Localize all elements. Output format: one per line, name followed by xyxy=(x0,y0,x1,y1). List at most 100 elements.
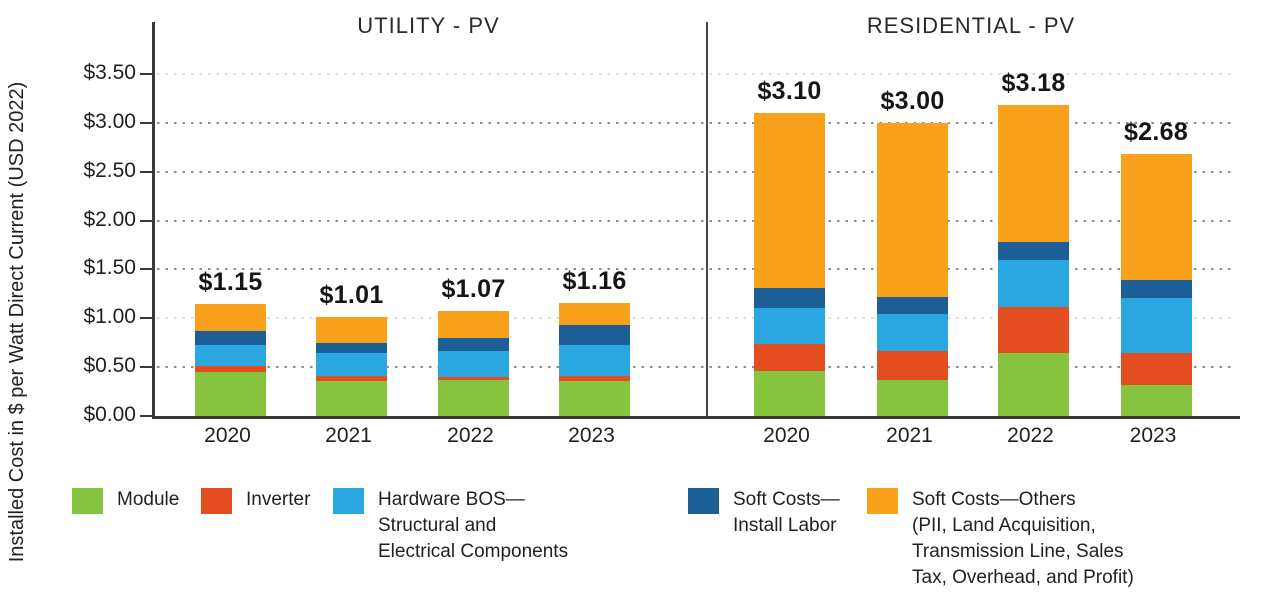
bar-segment-module xyxy=(998,352,1069,416)
legend-label-line: Module xyxy=(117,489,180,510)
bar-segment-soft_costs_others xyxy=(754,113,825,289)
x-tick-label-year: 2021 xyxy=(886,424,933,447)
bar-segment-hardware_bos xyxy=(1120,297,1192,353)
bar-segment-module xyxy=(559,380,630,416)
legend-label-hardware_bos: Hardware BOS— Structural and Electrical Co… xyxy=(378,487,568,565)
legend-swatch-soft_costs_others xyxy=(867,488,898,514)
bar-segment-hardware_bos xyxy=(559,344,630,376)
bar-segment-install_labor xyxy=(998,242,1069,260)
y-tick-mark xyxy=(140,73,152,76)
y-tick-label: $1.50 xyxy=(83,256,136,280)
bar-segment-module xyxy=(195,372,266,416)
x-tick-label-year: 2023 xyxy=(568,424,615,447)
bar-segment-install_labor xyxy=(754,288,825,308)
bar-segment-module xyxy=(1120,384,1192,416)
y-tick-label: $3.00 xyxy=(83,109,136,133)
y-tick-mark xyxy=(140,170,152,173)
bar-segment-inverter xyxy=(877,350,948,380)
bar-segment-inverter xyxy=(998,306,1069,353)
y-tick-label: $2.50 xyxy=(83,158,136,182)
bar-segment-module xyxy=(877,379,948,416)
bar-segment-inverter xyxy=(195,366,266,373)
bar-total-label: $3.10 xyxy=(757,77,822,106)
y-tick-mark xyxy=(140,268,152,271)
bar-segment-inverter xyxy=(1120,352,1192,385)
bar-segment-hardware_bos xyxy=(316,353,387,376)
panel-title-utility: UTILITY - PV xyxy=(357,13,500,38)
gridline xyxy=(157,268,1236,271)
y-tick-label: $0.00 xyxy=(83,403,136,426)
x-tick-label-year: 2020 xyxy=(763,424,810,447)
plot-area: $1.15 $1.01 $1.07 $1.16 $3.10 $3.00 $3.18 $2.68 xyxy=(152,22,1240,419)
x-tick-label-year: 2023 xyxy=(1129,424,1177,447)
bar-segment-hardware_bos xyxy=(998,259,1069,307)
legend-swatch-install_labor xyxy=(688,488,719,514)
gridline-faint xyxy=(157,73,1236,76)
legend-label-line: Transmission Line, Sales xyxy=(912,541,1124,562)
legend-label-line: Hardware BOS— xyxy=(378,489,525,510)
y-tick-mark xyxy=(140,366,152,369)
legend-label-line: Electrical Components xyxy=(378,541,569,562)
bar-segment-install_labor xyxy=(195,331,266,345)
y-axis-title: Installed Cost in $ per Watt Direct Curr… xyxy=(6,81,28,563)
bar-segment-hardware_bos xyxy=(195,344,266,367)
bar-total-label: $1.16 xyxy=(562,266,627,295)
bar-segment-soft_costs_others xyxy=(1120,154,1192,281)
bar-total-label: $2.68 xyxy=(1123,118,1189,147)
bar-segment-hardware_bos xyxy=(754,307,825,344)
bar-segment-hardware_bos xyxy=(877,314,948,351)
bar-segment-module xyxy=(438,379,509,416)
bar-segment-soft_costs_others xyxy=(998,105,1069,243)
x-tick-label-year: 2020 xyxy=(204,424,251,447)
bar-segment-inverter xyxy=(559,375,630,381)
legend-swatch-inverter xyxy=(201,488,232,514)
y-tick-mark xyxy=(140,219,152,222)
legend-label-line: Install Labor xyxy=(733,515,837,536)
bar-segment-install_labor xyxy=(438,337,509,351)
bar-segment-install_labor xyxy=(877,296,948,315)
bar-segment-inverter xyxy=(438,376,509,380)
y-tick-label: $1.00 xyxy=(83,305,136,329)
legend-label-soft_costs_others: Soft Costs—Others (PII, Land Acquisition,… xyxy=(912,487,1134,591)
x-tick-label-year: 2022 xyxy=(1007,424,1054,447)
gridline xyxy=(157,170,1236,173)
bar-segment-soft_costs_others xyxy=(438,311,509,338)
legend-label-line: Tax, Overhead, and Profit) xyxy=(912,567,1134,588)
y-tick-mark xyxy=(140,121,152,124)
panel-title-residential: RESIDENTIAL - PV xyxy=(866,13,1076,38)
bar-segment-inverter xyxy=(316,375,387,381)
bar-segment-soft_costs_others xyxy=(559,302,630,326)
legend-label-module: Module xyxy=(117,487,179,513)
bar-segment-inverter xyxy=(754,343,825,372)
bar-segment-install_labor xyxy=(1120,280,1192,298)
legend-swatch-hardware_bos xyxy=(333,488,364,514)
bar-total-label: $1.07 xyxy=(441,275,506,304)
y-tick-label: $2.00 xyxy=(83,207,136,231)
y-tick-mark xyxy=(140,317,152,320)
gridline-faint xyxy=(157,317,1236,320)
legend-label-line: (PII, Land Acquisition, xyxy=(912,515,1096,536)
bar-total-label: $3.18 xyxy=(1001,69,1066,98)
bar-segment-module xyxy=(316,380,387,416)
legend-label-inverter: Inverter xyxy=(246,487,310,513)
gridline xyxy=(157,121,1236,124)
bar-segment-module xyxy=(754,371,825,416)
panel-divider xyxy=(706,22,708,416)
legend-swatch-module xyxy=(72,488,103,514)
bar-segment-soft_costs_others xyxy=(195,303,266,332)
bar-segment-install_labor xyxy=(316,342,387,354)
x-tick-label-year: 2022 xyxy=(447,424,494,447)
bar-segment-install_labor xyxy=(559,325,630,345)
bar-segment-hardware_bos xyxy=(438,350,509,377)
bar-total-label: $1.01 xyxy=(319,281,384,310)
legend-label-install_labor: Soft Costs— Install Labor xyxy=(733,487,840,539)
x-tick-label-year: 2021 xyxy=(325,424,372,447)
legend-label-line: Soft Costs— xyxy=(733,489,840,510)
bar-segment-soft_costs_others xyxy=(316,317,387,343)
y-tick-label: $3.50 xyxy=(83,61,136,85)
gridline xyxy=(157,366,1236,369)
legend-label-line: Soft Costs—Others xyxy=(912,489,1076,510)
gridline xyxy=(157,219,1236,222)
y-tick-mark xyxy=(140,415,152,417)
